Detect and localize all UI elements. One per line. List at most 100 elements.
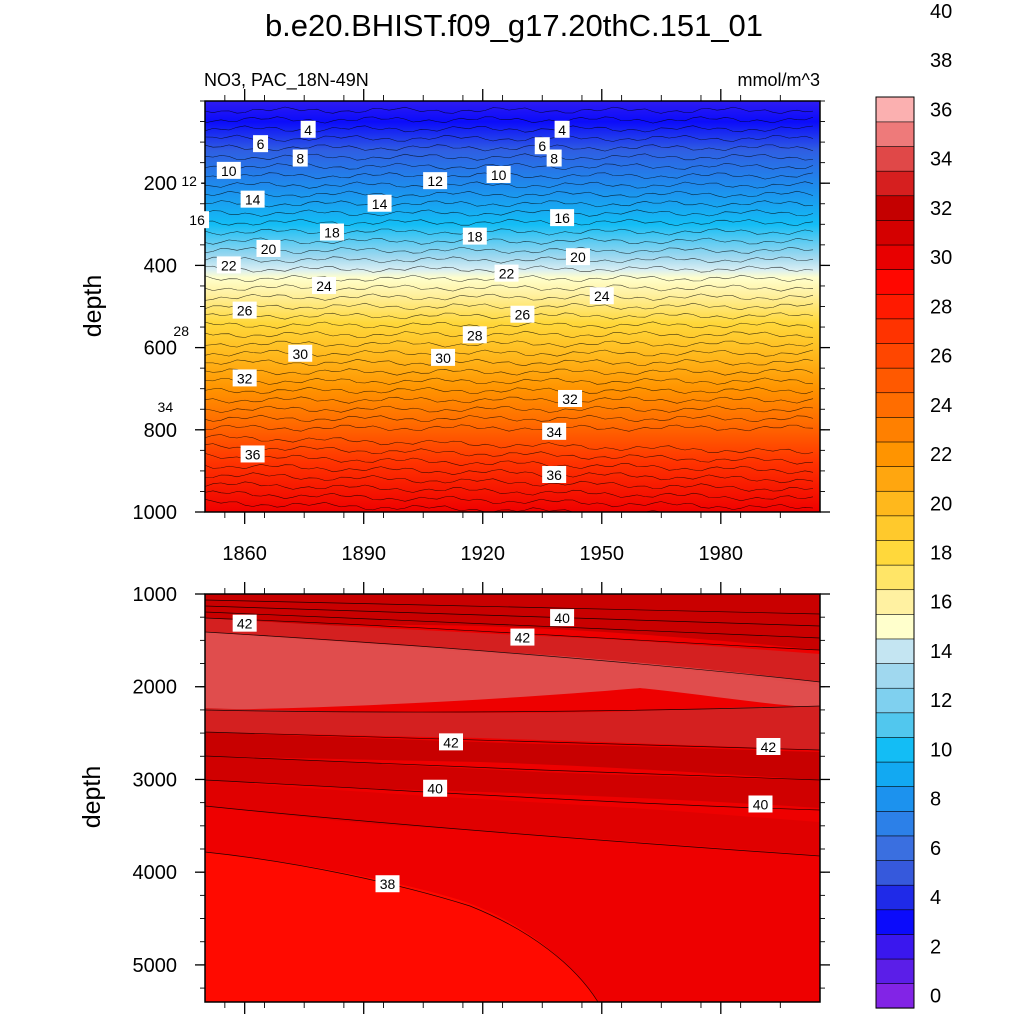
lower-frame [204,593,821,1003]
contour-label-box [494,264,519,282]
lower-line-7 [204,731,821,751]
contour-label-text: 42 [237,616,253,632]
colorbar-swatch [875,195,915,221]
contour-label-text: 42 [443,734,459,750]
contour-label: 6 [253,135,269,153]
contour-label: 24 [312,276,337,294]
contour-line [204,490,814,510]
contour-label: 36 [542,466,567,484]
colorbar-label: 14 [930,641,952,663]
contour-label-box [550,209,575,227]
contour-label-text: 16 [189,212,205,228]
colorbar-swatch [875,859,915,886]
contour-line [204,144,814,152]
contour-label-text: 10 [221,163,237,179]
colorbar-label: 2 [930,936,941,958]
colorbar-label: 18 [930,543,952,565]
xtick-label: 1980 [699,543,744,565]
contour-label-text: 28 [173,323,189,339]
contour-label-text: 40 [427,781,443,797]
contour-label: 26 [232,301,257,319]
contour-label-text: 24 [316,278,332,294]
contour-label-text: 22 [499,266,515,282]
colorbar-swatch [875,835,915,861]
lower-line-8 [204,755,821,781]
colorbar-frame [875,96,915,1009]
contour-line [204,181,814,189]
contour-label: 12 [177,172,202,190]
colorbar-swatch [875,712,915,738]
contour-label: 4 [300,120,316,138]
contour-label-box [256,239,281,257]
contour-label-box [546,149,562,167]
contour-line [204,453,814,475]
contour-label-text: 40 [753,796,769,812]
colorbar-label: 32 [930,198,952,220]
lower-line-1 [204,599,821,615]
colorbar-swatch [875,367,915,394]
contour-line [204,340,814,348]
contour-label-box [431,348,456,366]
colorbar-label: 28 [930,296,952,318]
contour-line [204,302,814,310]
colorbar-swatch [875,121,915,147]
colorbar-label: 0 [930,986,941,1008]
contour-label-box [312,276,337,294]
contour-label: 26 [510,305,535,323]
colorbar-label: 10 [930,739,952,761]
lower-contour-labels: 42 40 42 42 42 40 40 38 [232,609,781,893]
contour-line [204,396,814,404]
band-41-deep [205,732,820,780]
ytick-label: 400 [144,255,177,277]
contour-label-box [589,287,614,305]
colorbar-swatch [875,810,915,837]
contour-label: 40 [748,795,773,813]
contour-label-box [185,211,210,229]
colorbar-swatch [875,736,915,763]
ytick-label: 1000 [133,502,178,524]
chart-title: b.e20.BHIST.f09_g17.20thC.151_01 [265,8,763,43]
contour-label: 24 [589,287,614,305]
colorbar-swatch [875,786,915,812]
colorbar-label: 12 [930,690,952,712]
colorbar-swatch [875,342,915,369]
contour-label-box [367,194,392,212]
ytick-label: 600 [144,338,177,360]
contour-label-text: 6 [538,138,546,154]
contour-label-box [292,149,308,167]
contour-label-text: 38 [380,876,396,892]
contour-label-text: 12 [427,173,443,189]
contour-label-box [288,344,313,362]
colorbar-swatch [875,170,915,197]
contour-line [204,377,814,385]
contour-label-box [232,614,257,632]
colorbar-label: 22 [930,444,952,466]
contour-label-box [510,628,535,646]
contour-label-box [375,875,400,893]
contour-label: 42 [232,614,257,632]
contour-label-text: 4 [304,122,312,138]
colorbar-label: 30 [930,247,952,269]
contour-label-text: 16 [554,210,570,226]
contour-label: 40 [550,609,575,627]
contour-label-text: 12 [181,173,197,189]
colorbar-swatch [875,958,915,984]
ytick-label: 800 [144,420,177,442]
colorbar-swatch [875,539,915,566]
contour-line [204,284,814,292]
colorbar-label: 6 [930,838,941,860]
contour-label-text: 30 [292,346,308,362]
contour-label: 42 [439,733,463,751]
contour-label-text: 20 [570,249,586,265]
contour-label: 32 [558,389,583,407]
contour-label-box [240,190,265,208]
contour-label: 30 [431,348,456,366]
lower-axes: 1000 2000 3000 4000 5000 [133,582,830,1014]
colorbar-swatch [875,589,915,615]
contour-label-text: 8 [296,151,304,167]
colorbar-swatch [875,145,915,172]
contour-label: 8 [292,149,308,167]
colorbar-swatch [875,761,915,788]
contour-line [204,116,814,124]
contour-label-box [216,161,241,179]
